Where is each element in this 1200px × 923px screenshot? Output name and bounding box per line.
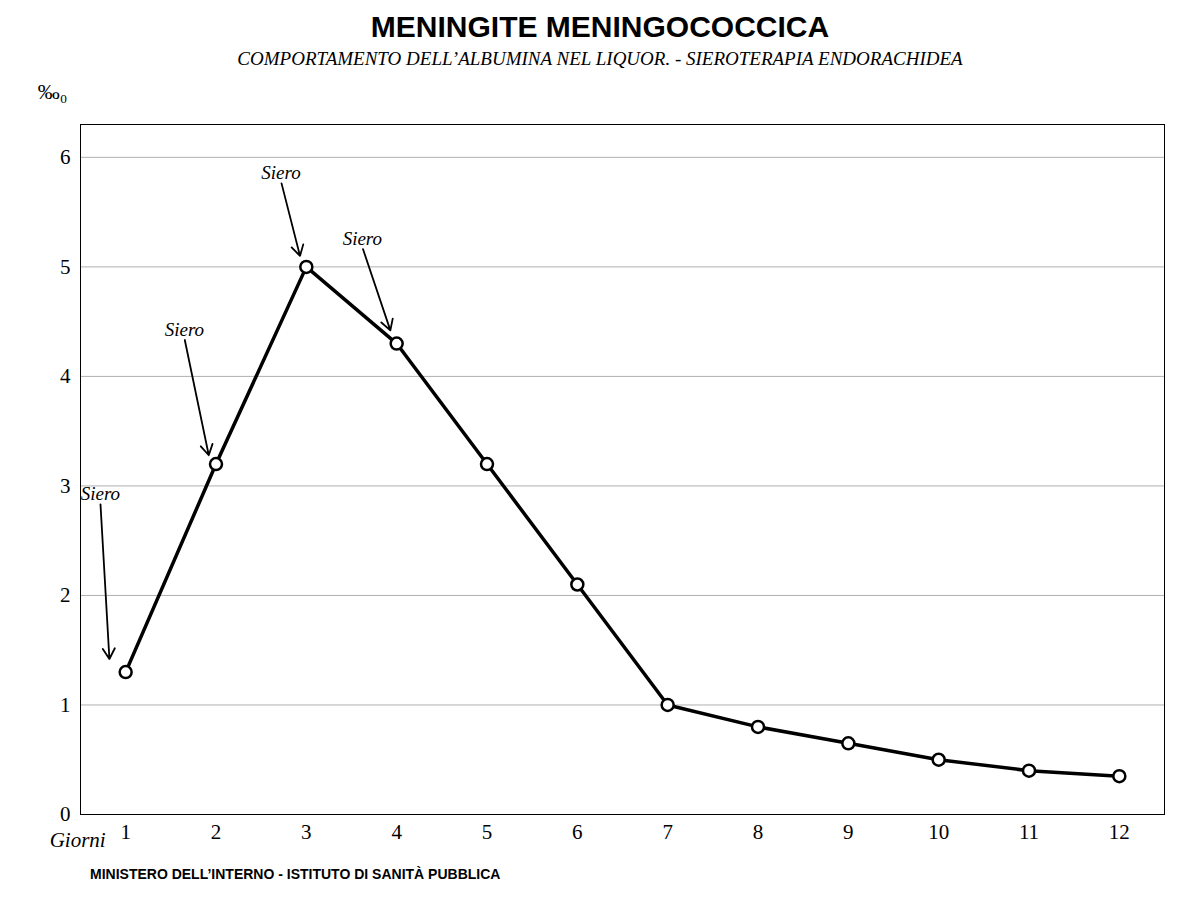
svg-text:5: 5: [60, 255, 71, 279]
svg-text:Siero: Siero: [261, 162, 300, 183]
svg-text:5: 5: [482, 820, 493, 844]
svg-text:4: 4: [60, 364, 71, 388]
svg-text:12: 12: [1109, 820, 1130, 844]
svg-text:11: 11: [1019, 820, 1039, 844]
svg-text:Siero: Siero: [81, 483, 120, 504]
html-text:MENINGITE MENINGOCOCCICA: MENINGITE MENINGOCOCCICA: [370, 10, 830, 43]
svg-text:6: 6: [572, 820, 583, 844]
svg-text:7: 7: [662, 820, 673, 844]
svg-text:10: 10: [928, 820, 949, 844]
svg-text:8: 8: [753, 820, 764, 844]
svg-text:Siero: Siero: [165, 319, 204, 340]
svg-text:1: 1: [120, 820, 130, 844]
svg-text:‰₀: ‰₀: [38, 79, 68, 104]
svg-text:9: 9: [843, 820, 854, 844]
html-text:MINISTERO DELL’INTERNO - ISTIT: MINISTERO DELL’INTERNO - ISTITUTO DI SAN…: [90, 866, 501, 882]
svg-text:1: 1: [60, 693, 71, 717]
svg-text:0: 0: [60, 802, 71, 826]
svg-text:6: 6: [60, 145, 71, 169]
svg-text:3: 3: [301, 820, 312, 844]
svg-text:Giorni: Giorni: [50, 828, 106, 852]
svg-text:3: 3: [60, 474, 71, 498]
svg-text:4: 4: [391, 820, 402, 844]
svg-text:2: 2: [60, 583, 71, 607]
html-text:COMPORTAMENTO DELL’ALBUMINA NE: COMPORTAMENTO DELL’ALBUMINA NEL LIQUOR. …: [237, 48, 963, 69]
svg-text:2: 2: [211, 820, 222, 844]
svg-text:Siero: Siero: [343, 228, 382, 249]
